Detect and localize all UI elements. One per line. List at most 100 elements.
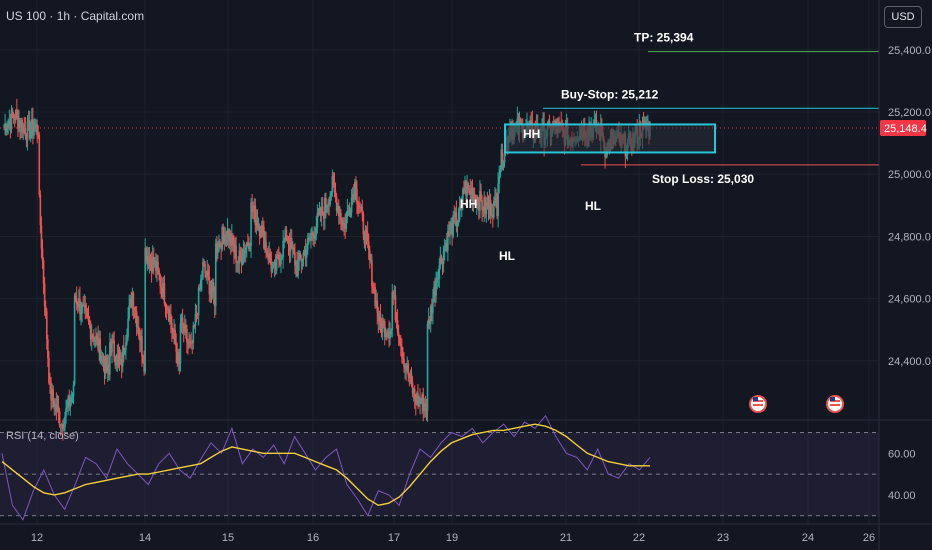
candle-body <box>441 261 444 265</box>
candle-body <box>408 375 411 379</box>
candle-body <box>95 335 97 341</box>
candle-body <box>484 197 487 215</box>
candle-body <box>224 234 227 244</box>
candle-body <box>489 199 492 216</box>
candle-body <box>499 169 502 176</box>
candle-body <box>50 382 52 401</box>
candle-body <box>299 252 302 259</box>
candle-body <box>91 334 94 337</box>
candle-body <box>293 247 295 253</box>
candle-body <box>187 342 189 344</box>
us-flag-event-icon[interactable] <box>749 395 767 413</box>
candle-body <box>144 247 146 372</box>
candle-body <box>19 120 21 128</box>
candle-body <box>81 304 83 314</box>
candle-body <box>285 229 288 239</box>
candle-body <box>303 250 306 253</box>
currency-button[interactable]: USD <box>884 6 922 28</box>
candle-body <box>439 255 442 266</box>
candle-body <box>51 389 53 401</box>
candle-body <box>256 220 259 228</box>
candle-body <box>483 197 486 212</box>
candle-body <box>438 265 441 279</box>
candle-body <box>120 359 123 367</box>
candle-body <box>247 243 249 245</box>
candle-body <box>425 405 428 411</box>
candle-body <box>63 427 65 430</box>
candle-body <box>111 340 113 353</box>
candle-body <box>235 245 237 263</box>
candle-body <box>368 250 371 261</box>
candle-body <box>237 261 240 264</box>
candle-body <box>236 261 238 263</box>
candle-body <box>422 394 425 412</box>
candle-body <box>452 214 455 236</box>
candle-body <box>83 304 86 306</box>
candle-body <box>426 323 429 411</box>
candle-body <box>156 261 158 272</box>
candle-body <box>189 341 191 343</box>
candle-body <box>192 325 195 343</box>
annotations: HH HL HH HL <box>460 127 844 413</box>
candle-body <box>473 194 476 197</box>
candle-body <box>266 250 268 254</box>
candle-body <box>401 345 403 357</box>
candle-body <box>377 312 380 322</box>
candle-body <box>56 406 59 412</box>
candle-body <box>305 249 308 258</box>
candle-body <box>278 254 280 261</box>
candle-body <box>468 188 471 190</box>
candle-body <box>391 291 394 330</box>
candle-body <box>52 389 54 402</box>
candle-body <box>497 183 499 217</box>
candle-body <box>413 389 416 399</box>
candle-body <box>328 203 330 205</box>
candle-body <box>122 346 125 354</box>
candle-body <box>350 197 353 213</box>
candle-body <box>456 222 459 226</box>
candle-body <box>355 182 357 190</box>
rsi-line <box>1 414 651 521</box>
candle-body <box>222 227 225 235</box>
candle-body <box>424 403 427 406</box>
candle-body <box>418 397 420 406</box>
candle-body <box>96 335 98 338</box>
candle-body <box>40 225 43 249</box>
candle-body <box>103 362 106 373</box>
candle-body <box>471 188 474 202</box>
candle-body <box>252 210 255 212</box>
candle-body <box>450 222 452 226</box>
candle-body <box>310 236 312 240</box>
candle-body <box>344 225 346 230</box>
candle-body <box>145 247 148 262</box>
candle-body <box>133 308 136 310</box>
candle-body <box>309 237 311 240</box>
candle-body <box>447 230 449 251</box>
candle-body <box>423 403 426 412</box>
candle-body <box>32 119 34 136</box>
candle-body <box>488 199 491 210</box>
us-flag-event-icon[interactable] <box>826 395 844 413</box>
candle-body <box>298 252 300 261</box>
candlestick-series <box>3 98 651 441</box>
candle-body <box>207 270 210 277</box>
candle-body <box>486 203 489 205</box>
candle-body <box>275 254 278 271</box>
candle-body <box>404 364 406 368</box>
candle-body <box>420 402 422 404</box>
candle-body <box>294 252 296 266</box>
candle-body <box>119 359 122 362</box>
candle-body <box>330 192 333 196</box>
candle-body <box>280 258 282 265</box>
candle-body <box>530 119 533 122</box>
time-axis-tick: 26 <box>863 532 875 544</box>
candle-body <box>306 237 309 250</box>
candle-body <box>396 320 399 333</box>
candle-body <box>249 246 251 249</box>
candle-body <box>226 229 229 238</box>
candle-body <box>198 287 201 290</box>
candle-body <box>283 240 286 242</box>
candle-body <box>432 299 434 314</box>
candle-body <box>149 257 152 261</box>
